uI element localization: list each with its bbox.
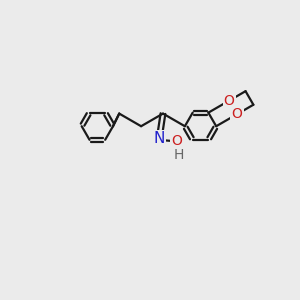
Text: O: O bbox=[232, 107, 242, 121]
Text: N: N bbox=[154, 131, 165, 146]
Text: O: O bbox=[224, 94, 235, 108]
Text: H: H bbox=[173, 148, 184, 162]
Text: O: O bbox=[171, 134, 182, 148]
